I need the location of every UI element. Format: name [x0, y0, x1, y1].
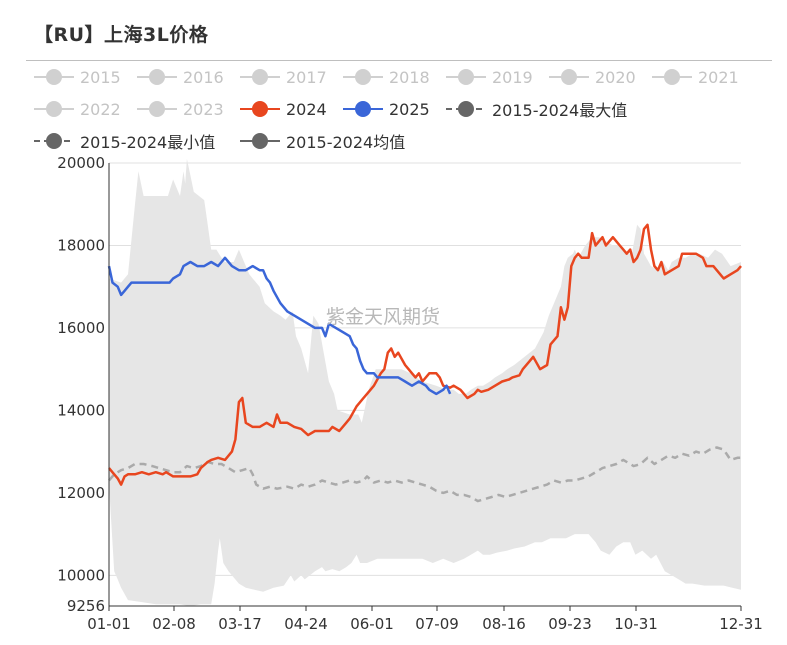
series-line-2024	[108, 223, 742, 486]
y-tick-label: 20000	[57, 154, 105, 172]
x-tick-label: 03-17	[218, 615, 262, 633]
legend-swatch-icon	[652, 66, 692, 88]
legend-item[interactable]: 2019	[446, 66, 533, 88]
legend-label: 2022	[80, 99, 121, 119]
range-band	[109, 158, 741, 607]
legend-label: 2016	[183, 67, 224, 87]
legend-label: 2015-2024最小值	[80, 133, 216, 152]
legend-item[interactable]: 2022	[34, 98, 121, 120]
x-tick-label: 07-09	[415, 615, 459, 633]
x-tick-label: 10-31	[614, 615, 658, 633]
series-lines	[107, 223, 742, 503]
legend-swatch-icon	[137, 98, 177, 120]
legend-label: 2015-2024最大值	[492, 101, 628, 120]
legend-swatch-icon	[446, 98, 486, 120]
legend-item[interactable]: 2017	[240, 66, 327, 88]
legend-item[interactable]: 2015-2024最大值	[446, 98, 627, 120]
legend-item[interactable]: 2020	[549, 66, 636, 88]
x-tick-label: 04-24	[284, 615, 328, 633]
min-max-band	[109, 158, 741, 607]
legend-label: 2015	[80, 67, 121, 87]
legend-swatch-icon	[34, 98, 74, 120]
watermark-text: 紫金天风期货	[326, 306, 441, 328]
legend-item[interactable]: 2015-2024均值	[240, 130, 405, 152]
legend-swatch-icon	[137, 66, 177, 88]
legend-label: 2023	[183, 99, 224, 119]
x-tick-label: 01-01	[87, 615, 131, 633]
legend-label: 2024	[286, 99, 327, 119]
legend-label: 2025	[389, 99, 430, 119]
y-tick-label: 12000	[57, 484, 105, 502]
legend-label: 2015-2024均值	[286, 133, 406, 152]
legend-item[interactable]: 2023	[137, 98, 224, 120]
title-divider	[26, 60, 772, 61]
y-tick-label: 14000	[57, 401, 105, 419]
legend-swatch-icon	[34, 130, 74, 152]
y-tick-label: 9256	[67, 597, 105, 615]
x-tick-label: 09-23	[548, 615, 592, 633]
legend-item[interactable]: 2025	[343, 98, 430, 120]
legend-swatch-icon	[240, 98, 280, 120]
series-line-2015-2024均值	[108, 446, 741, 503]
legend-label: 2020	[595, 67, 636, 87]
legend-swatch-icon	[343, 98, 383, 120]
legend-swatch-icon	[343, 66, 383, 88]
legend-swatch-icon	[446, 66, 486, 88]
chart-title: 【RU】上海3L价格	[34, 24, 209, 46]
x-tick-label: 08-16	[482, 615, 526, 633]
legend-label: 2018	[389, 67, 430, 87]
legend-swatch-icon	[34, 66, 74, 88]
legend-item[interactable]: 2015	[34, 66, 121, 88]
legend-item[interactable]: 2024	[240, 98, 327, 120]
legend-label: 2017	[286, 67, 327, 87]
x-tick-label: 02-08	[152, 615, 196, 633]
y-tick-label: 16000	[57, 319, 105, 337]
y-tick-label: 18000	[57, 236, 105, 254]
legend-swatch-icon	[240, 130, 280, 152]
legend-item[interactable]: 2018	[343, 66, 430, 88]
chart-axes: 9256 10000 12000 14000 16000 18000 20000 01-01 0…	[57, 154, 763, 633]
legend-label: 2019	[492, 67, 533, 87]
legend-swatch-icon	[240, 66, 280, 88]
legend-swatch-icon	[549, 66, 589, 88]
x-tick-label: 12-31	[719, 615, 763, 633]
legend-item[interactable]: 2021	[652, 66, 739, 88]
y-tick-label: 10000	[57, 566, 105, 584]
legend-item[interactable]: 2016	[137, 66, 224, 88]
legend-item[interactable]: 2015-2024最小值	[34, 130, 215, 152]
legend-label: 2021	[698, 67, 739, 87]
x-tick-label: 06-01	[350, 615, 394, 633]
chart-legend: 2015 2016 2017 2018 2019 2020 2021 2022 2023 2024…	[0, 0, 787, 160]
series-line-2025	[107, 256, 452, 396]
